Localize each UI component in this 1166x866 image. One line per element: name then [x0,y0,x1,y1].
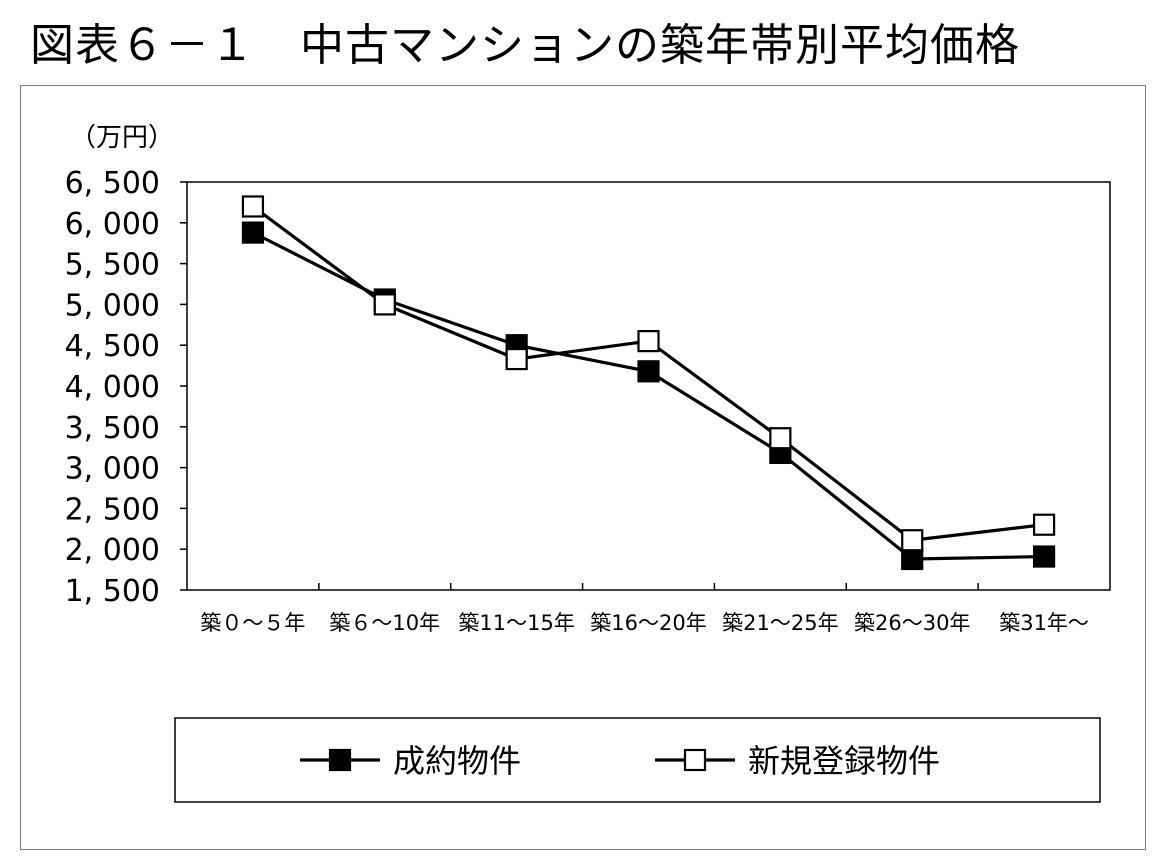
y-tick-label: 5, 500 [65,248,160,283]
series-line-0 [252,231,1045,561]
data-point-series-1 [637,330,660,353]
chart-legend: 成約物件 新規登録物件 [174,717,1101,803]
data-point-series-1 [1032,513,1056,536]
figure-title: 図表６－１ 中古マンションの築年帯別平均価格 [30,20,1020,71]
data-point-series-1 [241,195,265,218]
chart-axes: 1, 500 2, 000 2, 500 3, 000 3, 500 4, 000 4, 5… [65,123,1111,635]
x-category-label: 築16～20年 [590,611,706,635]
legend-marker-1 [683,748,707,772]
chart-series [241,195,1056,571]
legend-label-1: 新規登録物件 [748,742,940,780]
x-category-label: 築11～15年 [458,611,574,635]
data-point-series-0 [1032,545,1056,568]
y-tick-label: 6, 500 [65,166,160,201]
data-point-series-1 [769,427,792,450]
y-tick-label: 2, 000 [65,533,160,568]
chart-frame [20,85,1146,850]
y-tick-label: 3, 000 [65,452,160,487]
y-axis-unit-label: （万円） [70,123,174,153]
y-tick-label: 1, 500 [65,574,160,609]
x-category-label: 築31年～ [999,611,1089,635]
y-tick-label: 5, 000 [65,288,160,323]
y-tick-label: 3, 500 [65,411,160,446]
x-category-label: 築６～10年 [329,611,440,635]
y-tick-label: 2, 500 [65,492,160,527]
data-point-series-0 [241,221,265,244]
data-point-series-1 [505,347,528,371]
x-category-label: 築０～５年 [200,611,305,635]
y-tick-label: 4, 500 [65,329,160,364]
x-category-label: 築21～25年 [722,611,838,635]
data-point-series-1 [373,293,396,316]
data-point-series-0 [637,360,660,383]
data-point-series-1 [901,529,924,552]
x-category-label: 築26～30年 [854,611,970,635]
y-tick-label: 4, 000 [65,370,160,405]
data-point-series-0 [901,547,924,571]
legend-label-0: 成約物件 [393,742,521,780]
plot-area [186,181,1111,591]
legend-marker-0 [328,748,352,772]
y-tick-label: 6, 000 [65,207,160,242]
